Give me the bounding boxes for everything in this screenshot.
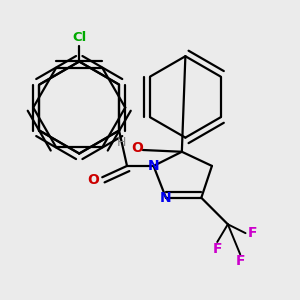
Text: N: N [160,191,172,205]
Text: O: O [87,173,99,187]
Text: F: F [212,242,222,256]
Text: H: H [117,136,126,149]
Text: Cl: Cl [72,31,86,44]
Text: F: F [248,226,257,240]
Text: F: F [236,254,245,268]
Text: O: O [132,141,144,155]
Text: N: N [148,159,159,173]
